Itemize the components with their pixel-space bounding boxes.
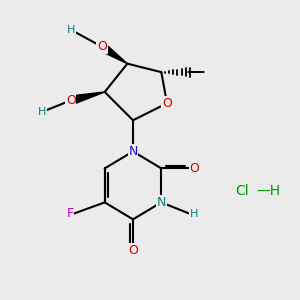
- Text: O: O: [190, 162, 200, 175]
- Text: O: O: [162, 97, 172, 110]
- Text: F: F: [66, 207, 74, 220]
- Polygon shape: [70, 92, 105, 105]
- Text: H: H: [38, 107, 46, 117]
- Text: Cl: Cl: [235, 184, 248, 198]
- Text: H: H: [67, 25, 75, 35]
- Polygon shape: [99, 43, 128, 64]
- Text: N: N: [157, 196, 166, 209]
- Text: O: O: [66, 94, 76, 107]
- Text: —H: —H: [256, 184, 280, 198]
- Text: O: O: [97, 40, 107, 53]
- Text: N: N: [128, 145, 138, 158]
- Text: O: O: [128, 244, 138, 257]
- Text: H: H: [190, 209, 198, 219]
